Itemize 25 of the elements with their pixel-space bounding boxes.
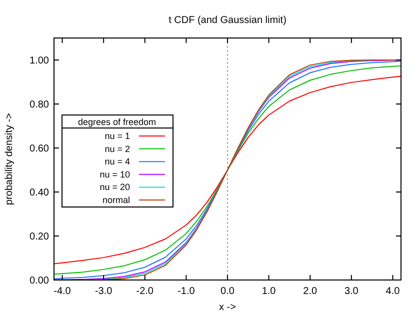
legend-title: degrees of freedom [78,117,156,127]
y-tick-label: 0.00 [30,276,50,286]
legend-label: nu = 1 [104,131,130,141]
legend-label: normal [102,195,130,205]
y-tick-label: 1.00 [30,56,50,66]
legend-label: nu = 10 [100,169,130,180]
x-tick-label: -1.0 [178,286,196,297]
x-tick-label: -4.0 [54,286,72,297]
x-tick-label: 1.0 [262,286,276,297]
x-tick-label: 0.0 [220,286,235,297]
y-tick-label: 0.40 [30,188,50,198]
x-tick-label: 4.0 [386,286,400,297]
x-tick-label: 3.0 [344,286,359,297]
x-tick-label: -2.0 [136,286,154,297]
legend-label: nu = 2 [104,144,130,154]
y-axis-title: probability density -> [4,112,15,205]
legend-label: nu = 20 [100,182,130,192]
y-tick-label: 0.80 [30,100,50,110]
x-tick-label: -3.0 [94,286,113,297]
chart-title: t CDF (and Gaussian limit) [168,15,286,26]
x-tick-label: 2.0 [303,286,318,297]
y-tick-label: 0.60 [30,144,50,154]
legend-label: nu = 4 [104,156,130,167]
y-tick-label: 0.20 [30,232,50,242]
x-axis-title: x -> [219,302,236,313]
